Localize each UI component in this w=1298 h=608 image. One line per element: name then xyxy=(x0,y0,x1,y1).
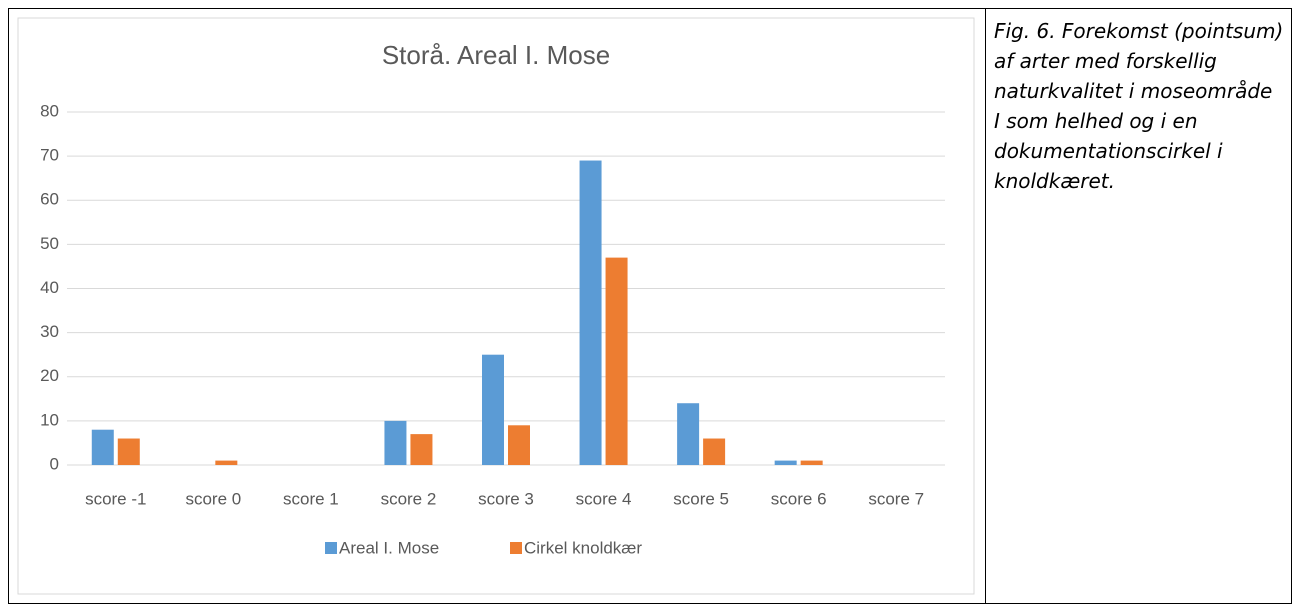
bar xyxy=(677,403,700,465)
y-tick-label: 50 xyxy=(40,234,59,253)
bar xyxy=(774,460,797,465)
x-tick-label: score 1 xyxy=(283,489,339,508)
chart-border xyxy=(17,17,975,595)
y-tick-label: 60 xyxy=(40,190,59,209)
x-tick-label: score 7 xyxy=(868,489,924,508)
y-tick-label: 40 xyxy=(40,278,59,297)
x-tick-label: score 0 xyxy=(185,489,241,508)
y-tick-label: 30 xyxy=(40,322,59,341)
x-tick-label: score 2 xyxy=(381,489,437,508)
bar xyxy=(703,438,726,465)
legend-label: Cirkel knoldkær xyxy=(524,538,642,557)
chart: Storå. Areal I. Mose 0 10 20 30 40 50 60 70 80 sc… xyxy=(17,17,975,595)
bar xyxy=(117,438,140,465)
table-border xyxy=(8,8,1292,604)
x-tick-label: score 3 xyxy=(478,489,534,508)
legend-label: Areal I. Mose xyxy=(339,538,439,557)
caption: Fig. 6. Forekomst (pointsum) af arter me… xyxy=(994,19,1284,193)
chart-title: Storå. Areal I. Mose xyxy=(382,40,610,70)
x-tick-label: score -1 xyxy=(85,489,146,508)
y-tick-label: 70 xyxy=(40,146,59,165)
bar xyxy=(91,429,114,465)
y-tick-label: 10 xyxy=(40,410,59,429)
bar xyxy=(482,354,504,465)
bar xyxy=(800,460,823,465)
bar xyxy=(410,434,433,465)
bar xyxy=(579,160,602,465)
legend-swatch xyxy=(510,542,522,554)
bar xyxy=(605,257,628,465)
x-tick-label: score 4 xyxy=(576,489,632,508)
bar xyxy=(384,420,407,465)
y-tick-label: 20 xyxy=(40,366,59,385)
x-tick-label: score 6 xyxy=(771,489,827,508)
y-tick-label: 80 xyxy=(40,101,59,120)
y-tick-label: 0 xyxy=(50,454,59,473)
bar xyxy=(215,460,238,465)
cell-divider xyxy=(985,8,986,604)
legend-swatch xyxy=(325,542,337,554)
bar xyxy=(508,425,530,465)
x-tick-label: score 5 xyxy=(673,489,729,508)
